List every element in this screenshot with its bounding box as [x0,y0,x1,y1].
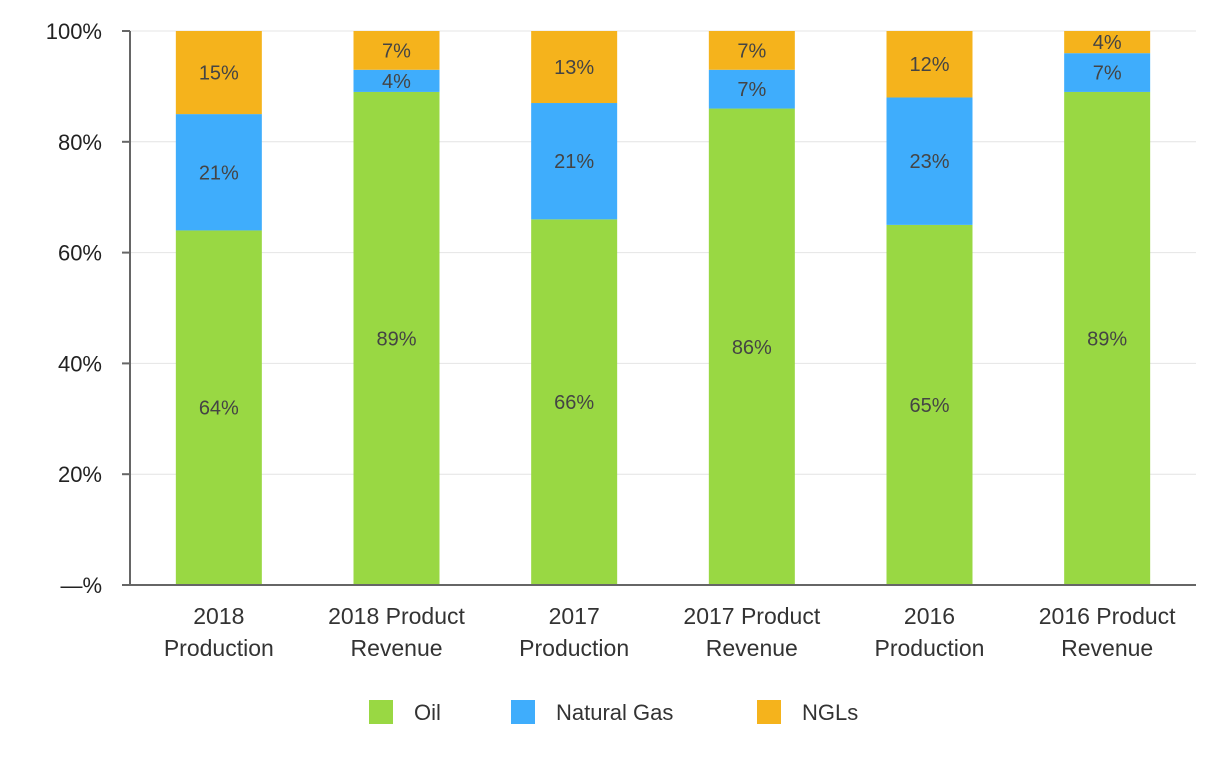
bar-segment-oil [1064,91,1151,585]
bar-segment-oil [353,91,440,585]
y-tick-label: 80% [58,130,102,155]
bar-segment-oil [708,108,795,585]
data-label: 23% [909,151,949,173]
bar-segment-ngls [353,31,440,70]
bar-segment-natural-gas [353,69,440,92]
legend-label: Oil [414,700,441,725]
x-tick-label: 2018 [193,603,244,629]
data-label: 7% [1093,63,1122,85]
data-label: 65% [909,395,949,417]
data-label: 13% [554,57,594,79]
data-label: 89% [1087,328,1127,350]
data-label: 64% [199,398,239,420]
bar-segment-ngls [1064,31,1151,54]
y-tick-label: 40% [58,351,102,376]
bar-segment-natural-gas [531,103,618,220]
x-tick-label: Revenue [350,635,442,661]
x-tick-label: Revenue [1061,635,1153,661]
bar-segment-ngls [175,31,262,115]
x-tick-label: 2017 Product [683,603,820,629]
data-label: 66% [554,392,594,414]
y-tick-label: 60% [58,241,102,266]
data-label: 7% [737,40,766,62]
data-label: 15% [199,63,239,85]
data-label: 12% [909,54,949,76]
y-tick-label: 20% [58,462,102,487]
bar-segment-oil [886,224,973,585]
data-label: 86% [732,337,772,359]
x-tick-label: 2018 Product [328,603,465,629]
data-label: 89% [376,328,416,350]
x-tick-label: 2016 Product [1039,603,1176,629]
bar-segment-natural-gas [708,69,795,109]
bar-segment-ngls [708,31,795,70]
legend-label: NGLs [802,700,858,725]
legend-swatch-oil [369,700,393,724]
y-tick-label: 100% [46,19,102,44]
x-tick-label: Revenue [706,635,798,661]
bar-segment-oil [531,219,618,586]
bar-segment-natural-gas [886,97,973,225]
legend-label: Natural Gas [556,700,673,725]
data-label: 7% [382,40,411,62]
bar-segment-ngls [886,31,973,98]
x-tick-label: Production [164,635,274,661]
bar-segment-natural-gas [175,114,262,231]
data-label: 4% [382,71,411,93]
x-tick-label: Production [519,635,629,661]
legend-swatch-ngls [757,700,781,724]
data-label: 7% [737,79,766,101]
x-tick-label: 2016 [904,603,955,629]
bar-segment-ngls [531,31,618,104]
bar-segment-natural-gas [1064,53,1151,92]
legend-swatch-natural-gas [511,700,535,724]
data-label: 21% [554,151,594,173]
x-tick-label: 2017 [549,603,600,629]
x-tick-label: Production [875,635,985,661]
bar-segment-oil [175,230,262,585]
data-label: 4% [1093,32,1122,54]
data-label: 21% [199,162,239,184]
y-tick-label: —% [60,573,102,598]
